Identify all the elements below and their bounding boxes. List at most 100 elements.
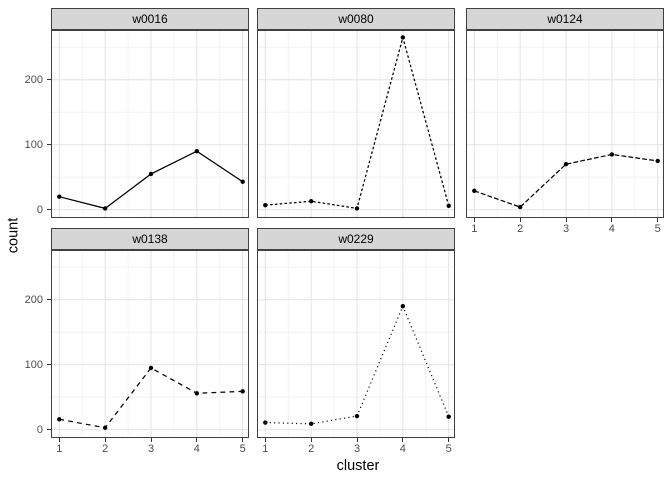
x-tick-label: 5	[445, 443, 452, 455]
facet-plot-area	[257, 30, 455, 218]
y-tick-label: 100	[24, 358, 43, 371]
series-points	[57, 149, 245, 211]
facet-panel-w0016: w0016	[51, 8, 249, 218]
data-point	[517, 204, 523, 210]
facet-strip-label: w0124	[547, 12, 583, 26]
grid-minor	[51, 250, 249, 438]
x-tick-mark	[196, 438, 198, 442]
x-tick-label: 3	[562, 223, 570, 235]
facet-strip: w0080	[257, 8, 455, 30]
x-tick-label: 3	[353, 443, 361, 455]
grid-major	[51, 30, 249, 218]
x-tick-label: 2	[308, 443, 315, 455]
panel-border	[257, 250, 455, 438]
series-line	[265, 304, 450, 425]
x-tick-label: 1	[56, 443, 63, 455]
panel-border	[51, 250, 249, 438]
data-point	[308, 199, 314, 204]
facet-panel-w0080: w0080	[257, 8, 455, 218]
series-line	[474, 153, 658, 208]
grid-major	[257, 30, 455, 218]
facet-plot-area	[51, 30, 249, 218]
data-point	[263, 202, 268, 208]
grid-major	[257, 250, 455, 438]
data-point	[194, 391, 200, 396]
facet-strip-label: w0080	[338, 12, 374, 26]
data-point	[263, 420, 268, 425]
x-tick-mark	[356, 438, 358, 442]
x-tick-mark	[565, 218, 567, 222]
y-tick-mark	[46, 364, 51, 366]
facet-panel-w0124: w0124	[466, 8, 664, 218]
facet-plot-area	[466, 30, 664, 218]
series-line	[59, 367, 243, 429]
series-points	[57, 365, 245, 430]
data-point	[354, 413, 360, 419]
facet-strip-label: w0229	[338, 232, 374, 246]
grid-major	[466, 30, 664, 218]
data-point	[308, 421, 314, 427]
x-tick-mark	[473, 218, 475, 222]
x-tick-label: 4	[193, 443, 200, 455]
facet-plot-area	[257, 250, 455, 438]
data-point	[102, 425, 108, 430]
y-tick-label: 0	[36, 423, 43, 436]
x-tick-mark	[58, 438, 60, 442]
facet-strip-label: w0138	[132, 232, 168, 246]
data-point	[563, 162, 569, 167]
x-tick-mark	[611, 218, 613, 222]
data-point	[609, 152, 615, 157]
y-tick-label: 100	[24, 138, 43, 151]
data-point	[655, 158, 660, 164]
y-tick-mark	[46, 209, 51, 211]
series-points	[263, 35, 451, 211]
y-tick-mark	[46, 144, 51, 146]
x-tick-mark	[104, 438, 106, 442]
data-point	[446, 414, 451, 419]
y-tick-mark	[46, 299, 51, 301]
panel-border	[257, 30, 455, 218]
data-point	[148, 171, 154, 177]
data-point	[148, 365, 154, 371]
x-tick-label: 2	[102, 443, 109, 455]
y-tick-mark	[46, 79, 51, 81]
y-tick-mark	[46, 429, 51, 431]
grid-major	[51, 250, 249, 438]
data-point	[400, 304, 406, 309]
x-axis-title: cluster	[336, 458, 380, 474]
data-point	[57, 194, 62, 199]
data-point	[240, 179, 245, 184]
data-point	[240, 389, 245, 394]
grid-minor	[257, 30, 455, 218]
facet-strip: w0138	[51, 228, 249, 250]
x-tick-mark	[448, 438, 450, 442]
facet-plot-area	[51, 250, 249, 438]
y-tick-label: 200	[24, 293, 43, 306]
x-tick-mark	[264, 438, 266, 442]
grid-minor	[51, 30, 249, 218]
data-point	[446, 203, 451, 208]
x-tick-label: 3	[147, 443, 155, 455]
x-tick-label: 1	[262, 443, 269, 455]
data-point	[354, 206, 360, 211]
x-tick-mark	[402, 438, 404, 442]
facet-strip: w0124	[466, 8, 664, 30]
x-tick-label: 5	[654, 223, 661, 235]
facet-strip: w0229	[257, 228, 455, 250]
series-points	[263, 304, 451, 427]
panel-border	[466, 30, 664, 218]
x-tick-label: 2	[517, 223, 524, 235]
data-point	[102, 206, 108, 211]
grid-minor	[466, 30, 664, 218]
facet-panel-w0138: w0138	[51, 228, 249, 438]
x-tick-label: 1	[471, 223, 478, 235]
series-points	[472, 152, 660, 210]
y-tick-label: 200	[24, 73, 43, 86]
x-tick-mark	[242, 438, 244, 442]
x-tick-mark	[150, 438, 152, 442]
data-point	[400, 35, 406, 40]
x-tick-label: 4	[399, 443, 406, 455]
data-point	[57, 417, 62, 422]
y-tick-label: 0	[36, 203, 43, 216]
